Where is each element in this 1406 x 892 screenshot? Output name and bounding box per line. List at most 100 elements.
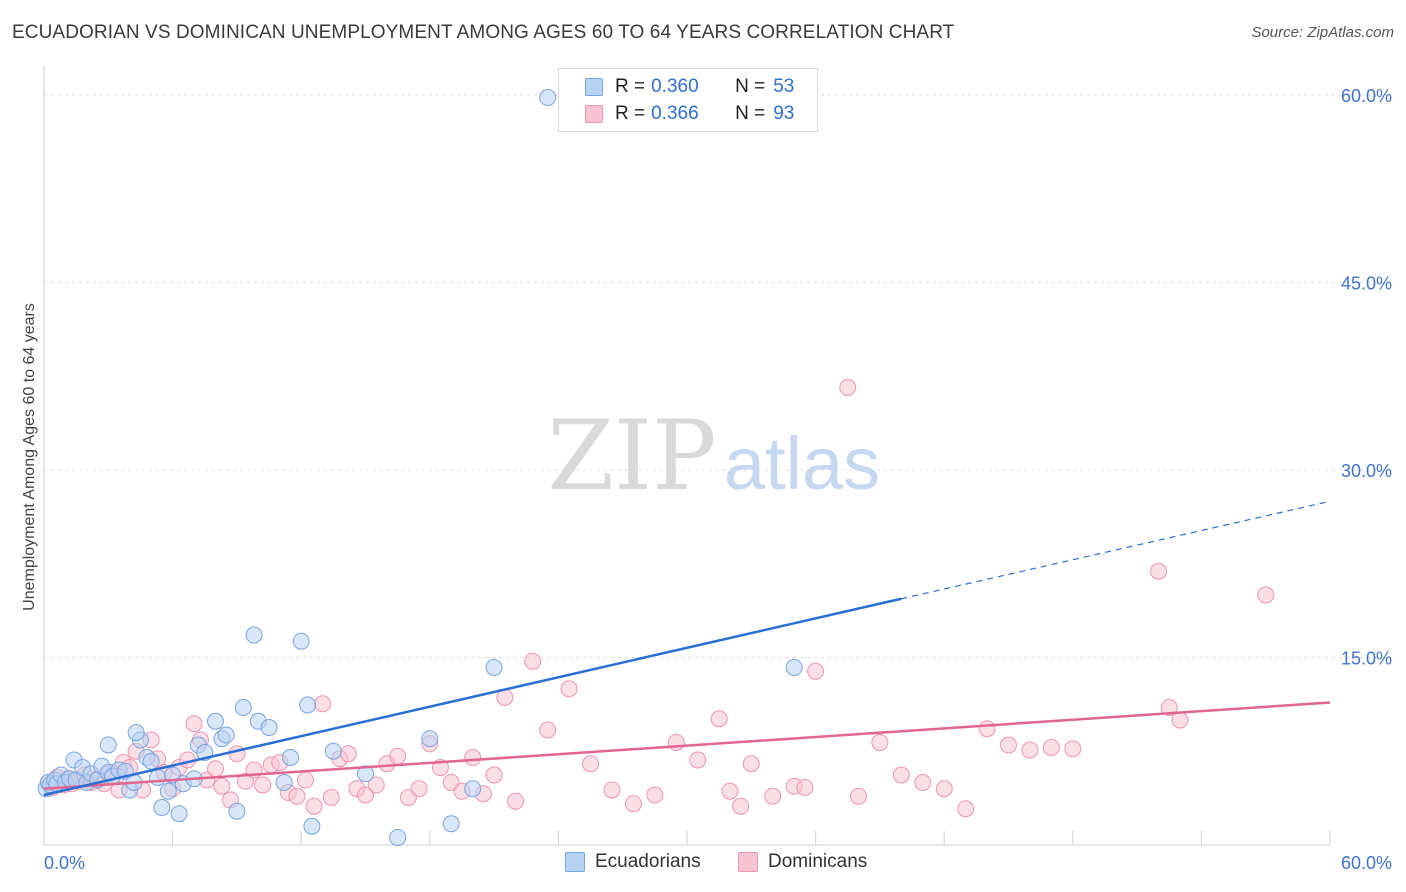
dominicans-point (305, 797, 323, 815)
ecuadorians-point (153, 799, 171, 816)
watermark-atlas: atlas (724, 422, 880, 505)
dominicans-point (1257, 586, 1275, 604)
dominicans-point (539, 721, 557, 739)
legend-swatch-dominicans (585, 105, 603, 123)
ecuadorians-point (159, 782, 177, 800)
bottom-legend-ecuadorians: Ecuadorians (565, 851, 701, 873)
legend-r-label: R = (615, 103, 646, 124)
dominicans-point (796, 779, 814, 796)
tick-labels: 15.0% 30.0% 45.0% 60.0% 0.0% 60.0% (44, 86, 1392, 873)
ecuadorians-point (170, 805, 188, 823)
y-tick-label: 15.0% (1341, 649, 1392, 669)
ecuadorians-point (234, 699, 252, 716)
ecuadorians-trendline (43, 597, 902, 797)
y-tick-label: 45.0% (1341, 274, 1392, 294)
dominicans-point (254, 776, 272, 794)
dominicans-point (1150, 562, 1168, 580)
ecuadorians-point (260, 719, 278, 736)
dominicans-point (807, 662, 825, 680)
ecuadorians-point (421, 730, 439, 748)
ecuadorians-point (299, 696, 317, 714)
dominicans-point (1000, 736, 1017, 754)
ecuadorians-point (464, 780, 482, 798)
dominicans-point (839, 379, 857, 396)
ecuadorians-point (442, 815, 460, 833)
dominicans-point (485, 766, 503, 784)
ecuadorians-point (99, 736, 117, 754)
dominicans-point (935, 780, 953, 798)
legend-n-label: N = (735, 103, 766, 124)
y-axis-label: Unemployment Among Ages 60 to 64 years (21, 303, 38, 611)
dominicans-point (524, 652, 542, 670)
axes (43, 66, 1331, 846)
dominicans-point (689, 751, 707, 769)
legend-row-dominicans: R = 0.366 N = 93 (585, 102, 794, 126)
dominicans-point (1064, 740, 1082, 758)
chart-title: ECUADORIAN VS DOMINICAN UNEMPLOYMENT AMO… (12, 22, 955, 43)
dominicans-point (764, 787, 782, 805)
dominicans-point (603, 781, 621, 799)
legend-r-value-dominicans: 0.366 (651, 103, 699, 124)
watermark-zip: ZIP (547, 400, 716, 512)
legend-r-value-ecuadorians: 0.360 (651, 76, 699, 97)
dominicans-point (206, 760, 224, 778)
dominicans-point (914, 774, 932, 791)
dominicans-point (646, 786, 664, 804)
watermark: ZIP atlas (547, 400, 880, 512)
ecuadorians-point (275, 774, 293, 791)
dominicans-point (507, 792, 525, 810)
dominicans-point (721, 782, 739, 800)
dominicans-trendline (43, 701, 1331, 790)
dominicans-point (314, 695, 332, 713)
ecuadorians-trendline-extension (901, 500, 1331, 600)
dominicans-point (464, 749, 482, 766)
ecuadorians-point (127, 724, 145, 741)
dominicans-point (1021, 741, 1039, 759)
dominicans-point (624, 795, 642, 813)
legend: R = 0.360 N = 53 R = 0.366 N = 93 (558, 68, 818, 132)
ecuadorians-point (142, 752, 160, 770)
bottom-legend-label-ecuadorians: Ecuadorians (595, 851, 701, 872)
bottom-legend-label-dominicans: Dominicans (768, 851, 868, 872)
dominicans-point (236, 772, 254, 790)
dominicans-point (322, 789, 340, 806)
dominicans-point (389, 747, 407, 765)
ecuadorians-point (149, 769, 167, 786)
legend-n-label: N = (735, 76, 766, 97)
ecuadorians-point (303, 817, 321, 835)
dominicans-point (871, 734, 889, 751)
dominicans-point (185, 715, 203, 733)
y-tick-label: 60.0% (1341, 86, 1392, 106)
legend-r-label: R = (615, 76, 646, 97)
ecuadorians-point (217, 726, 235, 744)
dominicans-point (849, 787, 867, 805)
dominicans-point (560, 680, 578, 698)
dominicans-point (732, 797, 750, 815)
dominicans-point (339, 745, 357, 763)
dominicans-point (710, 710, 728, 728)
bottom-legend-swatch-dominicans (738, 852, 758, 872)
y-tick-label: 30.0% (1341, 461, 1392, 481)
ecuadorians-point (324, 742, 342, 760)
dominicans-point (410, 780, 428, 798)
ecuadorians-point (206, 712, 224, 730)
dominicans-point (1171, 711, 1189, 729)
grid-lines (44, 94, 1392, 658)
trendlines (43, 500, 1331, 797)
ecuadorians-point (292, 632, 310, 650)
dominicans-point (296, 771, 314, 789)
dominicans-point (582, 755, 600, 773)
ecuadorians-point (228, 802, 246, 820)
bottom-legend-swatch-ecuadorians (565, 852, 585, 872)
dominicans-point (357, 786, 374, 804)
legend-n-value-ecuadorians: 53 (773, 76, 795, 97)
legend-n-value-dominicans: 93 (773, 103, 795, 124)
x-tick-label: 60.0% (1341, 853, 1392, 873)
ecuadorians-point (245, 626, 263, 644)
ecuadorians-point (389, 829, 407, 846)
dominicans-point (228, 745, 246, 763)
bottom-legend-dominicans: Dominicans (738, 851, 867, 873)
dominicans-point (957, 800, 975, 818)
legend-swatch-ecuadorians (585, 78, 603, 96)
